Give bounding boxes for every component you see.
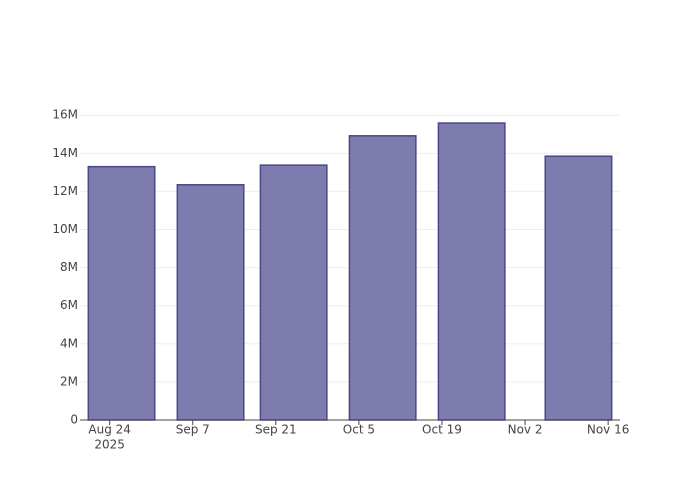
x-tick-label: Sep 7 (176, 423, 210, 437)
x-tick-label: Nov 2 (508, 423, 543, 437)
x-tick-label: Nov 16 (587, 423, 630, 437)
x-tick-label: Sep 21 (255, 423, 297, 437)
y-tick-label: 6M (60, 298, 78, 312)
bar (176, 184, 245, 421)
y-tick-label: 4M (60, 336, 78, 350)
y-tick-label: 10M (52, 222, 78, 236)
x-tick-sublabel: 2025 (94, 438, 125, 452)
x-tick-label: Oct 5 (343, 423, 375, 437)
y-tick-label: 14M (52, 146, 78, 160)
y-tick-label: 16M (52, 108, 78, 122)
y-tick-label: 2M (60, 374, 78, 388)
y-tick-label: 8M (60, 260, 78, 274)
bar (348, 135, 417, 421)
bar (87, 165, 156, 421)
x-tick-label: Oct 19 (422, 423, 462, 437)
bar (259, 164, 328, 421)
x-tick-label: Aug 24 (88, 423, 131, 437)
bar (544, 155, 613, 421)
y-tick-label: 12M (52, 184, 78, 198)
bar (437, 122, 506, 421)
y-tick-label: 0 (70, 413, 78, 427)
